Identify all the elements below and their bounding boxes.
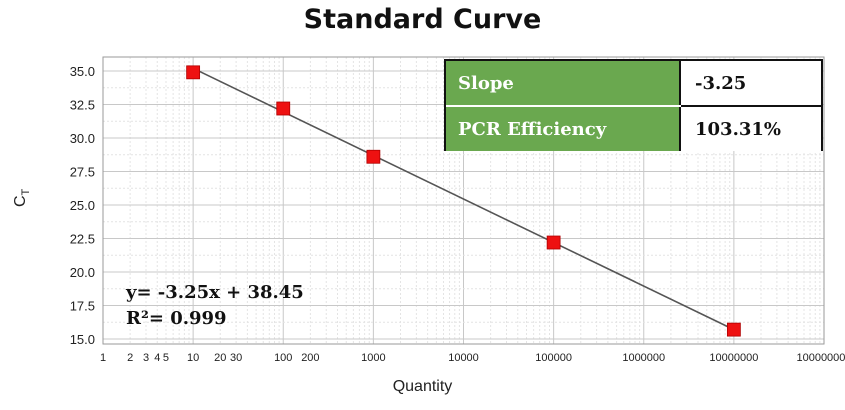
plot-frame xyxy=(102,56,825,345)
regression-annotation: y= -3.25x + 38.45 R²= 0.999 xyxy=(126,280,304,332)
y-tick-label: 27.5 xyxy=(70,165,95,180)
y-tick-label: 32.5 xyxy=(70,98,95,113)
y-tick-label: 30.0 xyxy=(70,131,95,146)
x-tick-label: 10 xyxy=(187,352,199,364)
y-axis-label: CT xyxy=(12,189,32,207)
x-tick-label: 5 xyxy=(163,352,169,364)
y-tick-label: 35.0 xyxy=(70,64,95,79)
x-tick-label: 1000000 xyxy=(622,352,665,364)
x-tick-label: 1 xyxy=(100,352,106,364)
x-tick-label: 1000 xyxy=(361,352,385,364)
data-point xyxy=(546,235,561,250)
regression-equation: y= -3.25x + 38.45 xyxy=(126,282,304,303)
x-tick-label: 100000000 xyxy=(796,352,845,364)
x-tick-label: 4 xyxy=(154,352,160,364)
y-axis-label-t: T xyxy=(20,188,33,196)
slope-label: Slope xyxy=(446,61,681,105)
y-tick-label: 20.0 xyxy=(70,265,95,280)
x-tick-label: 100000 xyxy=(535,352,572,364)
x-tick-label: 30 xyxy=(230,352,242,364)
efficiency-label: PCR Efficiency xyxy=(446,107,681,151)
y-tick-label: 17.5 xyxy=(70,299,95,314)
x-tick-labels: 1 2 3 4 5 10 20 30 100 200 1000 10000 100000 1000000 1… xyxy=(100,352,845,364)
x-tick-label: 20 xyxy=(214,352,226,364)
x-tick-label: 10000000 xyxy=(709,352,758,364)
chart-title: Standard Curve xyxy=(303,4,542,35)
data-point xyxy=(726,322,741,337)
x-tick-label: 100 xyxy=(274,352,292,364)
y-tick-label: 25.0 xyxy=(70,198,95,213)
data-points xyxy=(186,65,741,337)
data-point xyxy=(186,65,201,80)
x-tick-label: 10000 xyxy=(448,352,479,364)
y-tick-label: 15.0 xyxy=(70,332,95,347)
stats-row-efficiency: PCR Efficiency 103.31% xyxy=(446,105,821,151)
stats-row-slope: Slope -3.25 xyxy=(446,61,821,105)
y-axis-label-c: C xyxy=(12,195,29,207)
x-axis-label: Quantity xyxy=(392,378,453,395)
x-tick-label: 3 xyxy=(143,352,149,364)
r-squared: R²= 0.999 xyxy=(126,308,227,329)
efficiency-value: 103.31% xyxy=(681,105,821,151)
x-tick-label: 200 xyxy=(301,352,319,364)
y-tick-label: 22.5 xyxy=(70,232,95,247)
y-tick-labels: 15.0 17.5 20.0 22.5 25.0 27.5 30.0 32.5 35.0 xyxy=(70,64,95,347)
stats-table: Slope -3.25 PCR Efficiency 103.31% xyxy=(444,59,823,151)
slope-value: -3.25 xyxy=(681,61,821,105)
data-point xyxy=(366,149,381,164)
data-point xyxy=(276,101,291,116)
x-tick-label: 2 xyxy=(127,352,133,364)
